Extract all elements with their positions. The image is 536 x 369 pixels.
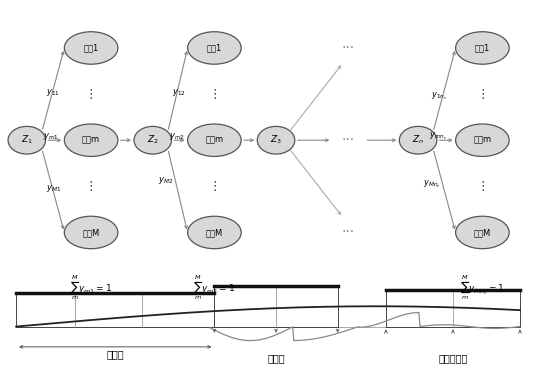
Text: 模态1: 模态1	[475, 44, 490, 52]
Text: 有限元边界: 有限元边界	[438, 353, 467, 363]
Ellipse shape	[188, 32, 241, 64]
Text: $y_{m1}$: $y_{m1}$	[43, 131, 59, 142]
Text: 模态1: 模态1	[84, 44, 99, 52]
Text: 配置点: 配置点	[267, 353, 285, 363]
Text: ⋮: ⋮	[85, 87, 98, 101]
Text: 模态M: 模态M	[83, 228, 100, 237]
Text: $y_{mn_c}$: $y_{mn_c}$	[429, 131, 448, 142]
Text: $y_{1n_c}$: $y_{1n_c}$	[431, 90, 448, 102]
Text: $y_{M1}$: $y_{M1}$	[46, 183, 61, 194]
Text: $y_{M2}$: $y_{M2}$	[158, 175, 174, 186]
Text: ···: ···	[342, 41, 355, 55]
Text: ⋮: ⋮	[208, 87, 221, 101]
Ellipse shape	[64, 32, 118, 64]
Ellipse shape	[188, 124, 241, 156]
Text: $y_{Mn_c}$: $y_{Mn_c}$	[423, 179, 442, 190]
Text: 有限元: 有限元	[107, 349, 124, 359]
Text: ···: ···	[342, 225, 355, 239]
Text: $\sum_{m}^{M}y_{m2}=1$: $\sum_{m}^{M}y_{m2}=1$	[193, 273, 235, 302]
Ellipse shape	[8, 126, 46, 154]
Text: $Z_1$: $Z_1$	[21, 134, 33, 146]
Ellipse shape	[456, 32, 509, 64]
Ellipse shape	[134, 126, 172, 154]
Text: $y_{11}$: $y_{11}$	[46, 87, 59, 98]
Text: 模态M: 模态M	[206, 228, 223, 237]
Ellipse shape	[64, 124, 118, 156]
Text: ⋮: ⋮	[85, 180, 98, 193]
Text: $Z_3$: $Z_3$	[270, 134, 282, 146]
Ellipse shape	[64, 216, 118, 249]
Text: $Z_2$: $Z_2$	[147, 134, 159, 146]
Ellipse shape	[399, 126, 437, 154]
Text: ⋮: ⋮	[476, 87, 489, 101]
Ellipse shape	[456, 216, 509, 249]
Text: ⋮: ⋮	[208, 180, 221, 193]
Text: ⋮: ⋮	[476, 180, 489, 193]
Text: 模态1: 模态1	[207, 44, 222, 52]
Text: $\sum_{m}^{M}y_{mn_c}=1$: $\sum_{m}^{M}y_{mn_c}=1$	[460, 273, 505, 302]
Text: ···: ···	[342, 133, 355, 147]
Text: $Z_n$: $Z_n$	[412, 134, 424, 146]
Text: 模态m: 模态m	[82, 136, 100, 145]
Ellipse shape	[456, 124, 509, 156]
Ellipse shape	[188, 216, 241, 249]
Text: 模态M: 模态M	[474, 228, 491, 237]
Text: $y_{m2}$: $y_{m2}$	[169, 131, 185, 142]
Text: 模态m: 模态m	[205, 136, 224, 145]
Text: $y_{12}$: $y_{12}$	[172, 87, 185, 98]
Text: 模态m: 模态m	[473, 136, 492, 145]
Text: $\sum_{m}^{M}y_{m1}=1$: $\sum_{m}^{M}y_{m1}=1$	[70, 273, 112, 302]
Ellipse shape	[257, 126, 295, 154]
